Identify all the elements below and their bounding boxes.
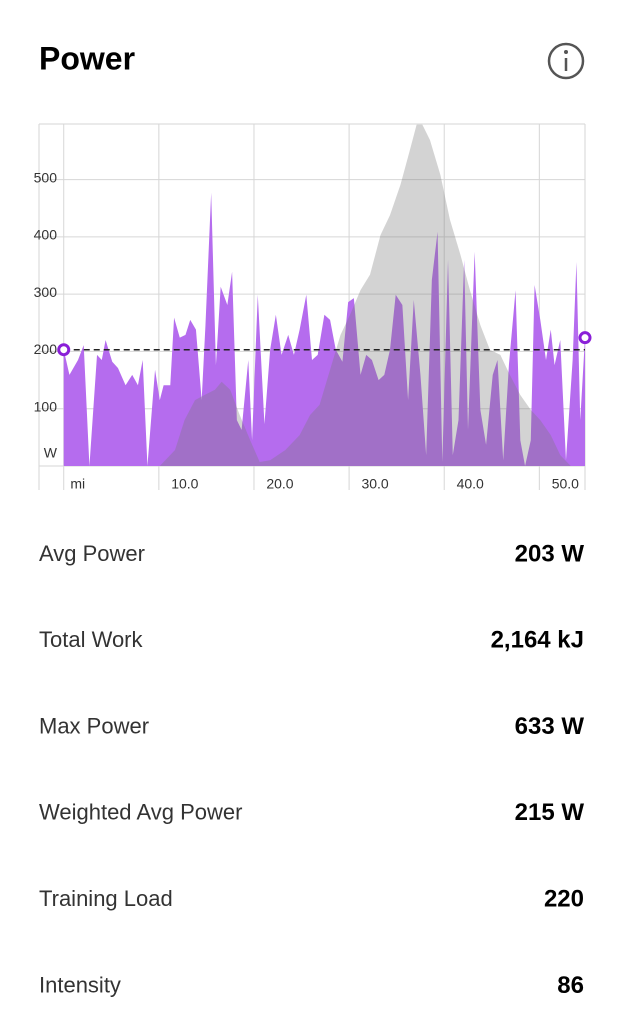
x-tick-label: mi <box>70 476 85 492</box>
stat-label: Max Power <box>39 713 149 738</box>
info-button[interactable] <box>547 42 585 80</box>
area <box>63 124 586 466</box>
end-marker <box>57 343 71 357</box>
y-tick-label: 300 <box>34 284 58 300</box>
x-tick-label: 40.0 <box>457 476 484 492</box>
y-tick-label: 100 <box>34 398 58 414</box>
stat-value: 203 W <box>515 540 585 567</box>
y-tick-label: W <box>44 445 58 461</box>
y-tick-label: 400 <box>34 227 58 243</box>
area <box>63 192 586 466</box>
stat-value: 86 <box>557 972 584 999</box>
stat-label: Avg Power <box>39 541 145 566</box>
x-tick-label: 50.0 <box>552 476 579 492</box>
end-marker <box>578 331 592 345</box>
stat-value: 220 <box>544 886 584 913</box>
y-tick-label: 500 <box>34 169 58 185</box>
stat-label: Intensity <box>39 972 121 997</box>
info-dot <box>564 50 568 54</box>
info-icon[interactable] <box>547 42 585 80</box>
stat-value: 633 W <box>515 713 585 740</box>
stat-value: 215 W <box>515 799 585 826</box>
stat-value: 2,164 kJ <box>491 627 584 654</box>
x-tick-label: 30.0 <box>361 476 388 492</box>
y-tick-label: 200 <box>34 341 58 357</box>
stat-label: Training Load <box>39 886 173 911</box>
stat-label: Total Work <box>39 627 144 652</box>
stat-label: Weighted Avg Power <box>39 800 242 825</box>
x-tick-label: 10.0 <box>171 476 198 492</box>
x-tick-label: 20.0 <box>266 476 293 492</box>
title: Power <box>39 40 135 76</box>
